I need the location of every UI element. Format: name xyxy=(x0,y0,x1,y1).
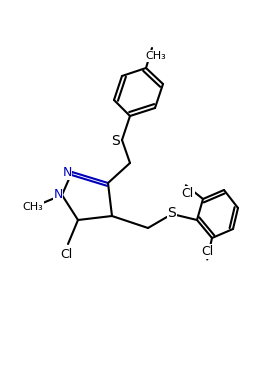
Text: N: N xyxy=(53,188,63,200)
Text: CH₃: CH₃ xyxy=(23,202,43,212)
Text: CH₃: CH₃ xyxy=(146,51,166,61)
Text: Cl: Cl xyxy=(60,247,72,261)
Text: S: S xyxy=(168,206,176,220)
Text: S: S xyxy=(112,134,120,148)
Text: Cl: Cl xyxy=(201,245,213,258)
Text: N: N xyxy=(62,167,72,179)
Text: Cl: Cl xyxy=(182,187,194,200)
